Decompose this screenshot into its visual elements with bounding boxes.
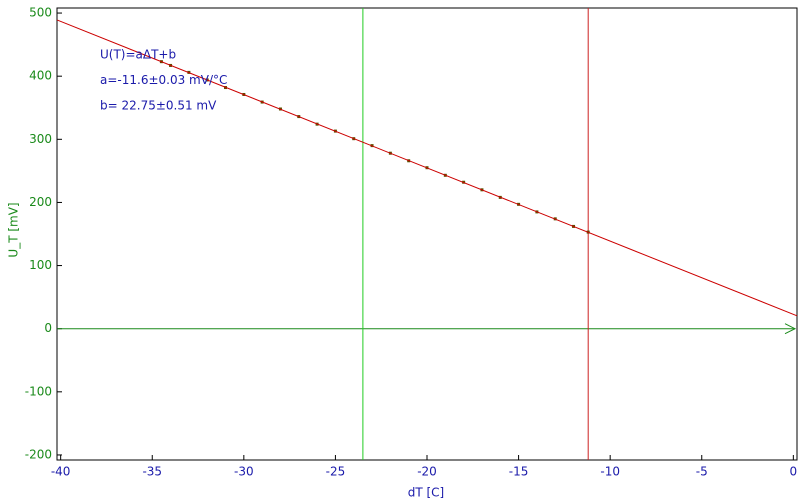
y-tick-label: 500	[29, 6, 52, 20]
y-tick-label: 400	[29, 69, 52, 83]
x-tick-label: -5	[696, 465, 708, 479]
x-tick-label: -35	[142, 465, 162, 479]
x-tick-label: -25	[326, 465, 346, 479]
x-tick-label: -10	[600, 465, 620, 479]
x-tick-label: -20	[417, 465, 437, 479]
zero-arrow	[784, 323, 797, 335]
x-tick-label: -30	[234, 465, 254, 479]
annotation: U(T)=aΔT+b	[100, 48, 176, 62]
y-tick-label: 0	[44, 321, 52, 335]
y-tick-label: 200	[29, 195, 52, 209]
annotation: b= 22.75±0.51 mV	[100, 99, 217, 113]
fit-line	[56, 19, 798, 317]
x-tick-label: -15	[509, 465, 529, 479]
y-tick-label: 300	[29, 132, 52, 146]
x-axis-label: dT [C]	[408, 486, 445, 500]
y-tick-label: -200	[25, 447, 52, 461]
x-tick-label: 0	[790, 465, 798, 479]
y-axis-label: U_T [mV]	[7, 202, 21, 257]
y-tick-label: -100	[25, 384, 52, 398]
annotation: a=-11.6±0.03 mV/°C	[100, 73, 227, 87]
x-tick-label: -40	[51, 465, 71, 479]
y-tick-label: 100	[29, 258, 52, 272]
